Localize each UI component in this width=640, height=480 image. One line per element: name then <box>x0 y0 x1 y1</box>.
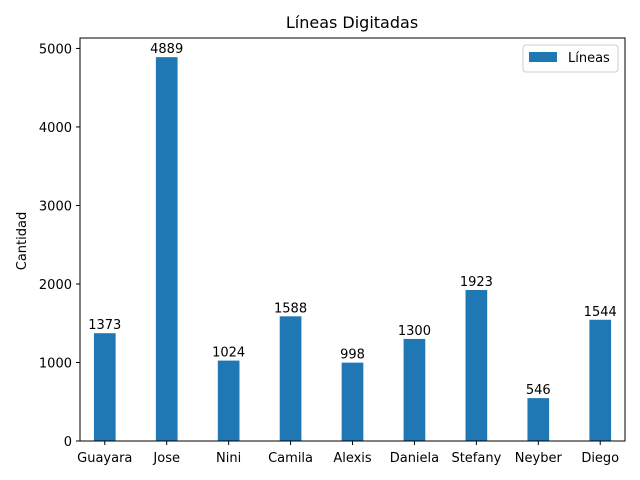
y-tick-label: 3000 <box>39 199 72 214</box>
x-tick-label: Camila <box>268 451 313 466</box>
y-tick-label: 4000 <box>39 121 72 136</box>
bar-guayara <box>93 333 116 441</box>
x-tick-label: Stefany <box>451 451 501 466</box>
bar-diego <box>589 319 612 441</box>
bar-value-label: 1373 <box>88 318 121 333</box>
bar-alexis <box>341 362 364 441</box>
bar-daniela <box>403 338 426 441</box>
y-tick-label: 1000 <box>39 356 72 371</box>
bar-value-label: 1544 <box>584 305 617 320</box>
bar-value-label: 1300 <box>398 324 431 339</box>
y-axis-ticks: 0 1000 2000 3000 4000 5000 <box>39 42 80 450</box>
x-tick-label: Nini <box>216 451 241 466</box>
bar-neyber <box>527 398 550 441</box>
legend: Líneas <box>522 44 619 73</box>
bar-value-label: 998 <box>340 348 365 363</box>
y-tick-label: 2000 <box>39 278 72 293</box>
y-tick-label: 5000 <box>39 42 72 57</box>
legend-label: Líneas <box>568 51 610 66</box>
bar-value-label: 4889 <box>150 42 183 57</box>
bar-value-label: 546 <box>526 383 551 398</box>
x-tick-label: Guayara <box>77 451 132 466</box>
legend-swatch <box>529 52 557 62</box>
bar-stefany <box>465 290 488 441</box>
chart-title: Líneas Digitadas <box>286 13 418 32</box>
y-tick-label: 0 <box>64 435 72 450</box>
x-tick-label: Diego <box>581 451 619 466</box>
x-axis-ticks: Guayara Jose Nini Camila Alexis Daniela Stefan… <box>77 441 619 466</box>
bar-nini <box>217 360 240 441</box>
legend-box <box>522 44 619 73</box>
x-tick-label: Jose <box>152 451 180 466</box>
bars-group <box>93 57 612 441</box>
x-tick-label: Daniela <box>390 451 439 466</box>
bar-value-label: 1588 <box>274 301 307 316</box>
x-tick-label: Neyber <box>515 451 563 466</box>
bar-value-label: 1024 <box>212 346 245 361</box>
y-axis-label: Cantidad <box>15 212 30 270</box>
bar-jose <box>155 57 178 441</box>
plot-frame <box>79 37 626 442</box>
x-tick-label: Alexis <box>333 451 372 466</box>
bar-labels-group: 1373 4889 1024 1588 998 1300 1923 546 1544 <box>88 42 617 398</box>
bar-value-label: 1923 <box>460 275 493 290</box>
bar-camila <box>279 316 302 441</box>
